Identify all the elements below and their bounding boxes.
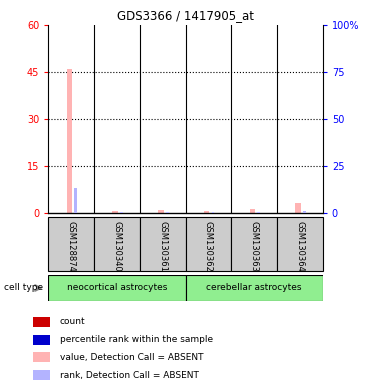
Text: GSM130364: GSM130364 (295, 221, 304, 272)
Bar (33, 317, 50, 327)
Bar (250, 209, 255, 213)
Bar (112, 210, 118, 213)
Bar (48, 217, 94, 271)
Bar (277, 217, 323, 271)
Text: count: count (60, 317, 85, 326)
Bar (140, 217, 186, 271)
Bar (33, 353, 50, 362)
Bar (204, 210, 209, 213)
Text: cell type: cell type (4, 283, 43, 293)
Bar (257, 212, 260, 213)
Text: GSM130362: GSM130362 (204, 221, 213, 272)
Bar (295, 203, 301, 213)
Text: value, Detection Call = ABSENT: value, Detection Call = ABSENT (60, 353, 203, 362)
Text: GSM130363: GSM130363 (250, 221, 259, 272)
Bar (120, 212, 123, 213)
Bar (303, 211, 306, 213)
Bar (94, 217, 140, 271)
Bar (158, 210, 164, 213)
Text: GSM130361: GSM130361 (158, 221, 167, 272)
Bar (33, 334, 50, 344)
Text: GSM130340: GSM130340 (112, 221, 121, 272)
Bar (186, 217, 231, 271)
Text: cerebellar astrocytes: cerebellar astrocytes (206, 283, 302, 293)
Text: neocortical astrocytes: neocortical astrocytes (67, 283, 167, 293)
Bar (186, 275, 323, 301)
Text: percentile rank within the sample: percentile rank within the sample (60, 335, 213, 344)
Bar (211, 212, 214, 213)
Text: rank, Detection Call = ABSENT: rank, Detection Call = ABSENT (60, 371, 198, 380)
Bar (166, 212, 168, 213)
Bar (33, 370, 50, 380)
Title: GDS3366 / 1417905_at: GDS3366 / 1417905_at (117, 9, 254, 22)
Text: GSM128874: GSM128874 (67, 221, 76, 272)
Bar (66, 69, 72, 213)
Bar (48, 275, 186, 301)
Bar (74, 188, 77, 213)
Bar (231, 217, 277, 271)
